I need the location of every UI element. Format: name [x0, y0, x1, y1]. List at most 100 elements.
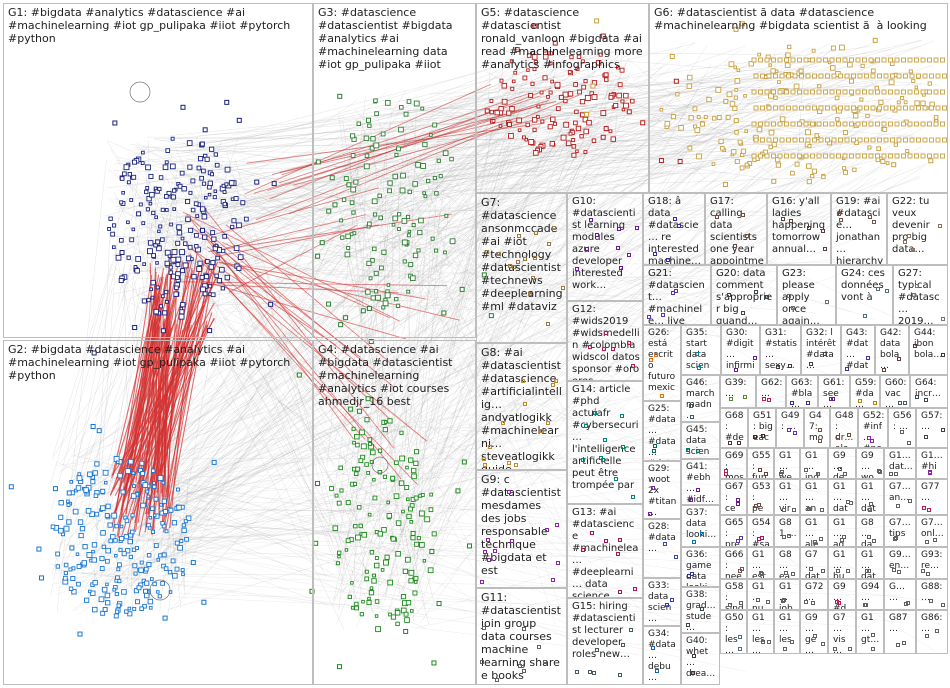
node: [113, 613, 119, 619]
node: [522, 402, 527, 407]
node: [760, 572, 765, 576]
edge: [72, 454, 161, 478]
edge: [351, 486, 392, 560]
node: [422, 191, 426, 195]
group-label: G77 …: [921, 482, 943, 503]
node: [119, 524, 124, 529]
node: [125, 468, 131, 474]
edge: [426, 139, 759, 439]
group-box-g35: G35: start data scien…: [681, 325, 721, 375]
node: [699, 606, 704, 611]
edge: [70, 472, 379, 596]
node: [105, 600, 111, 606]
group-label: G63: #bla…: [791, 378, 816, 408]
node: [153, 513, 157, 518]
node: [82, 544, 88, 550]
node: [153, 308, 159, 315]
node: [536, 645, 541, 650]
node: [69, 480, 74, 484]
edge: [365, 172, 852, 313]
edge: [497, 128, 759, 134]
node: [782, 647, 787, 651]
node: [347, 594, 352, 600]
edge: [375, 107, 581, 122]
edge: [335, 131, 848, 167]
edge: [366, 118, 425, 143]
node: [340, 235, 345, 240]
node: [904, 601, 909, 606]
group-box-g101: G88: …: [916, 579, 948, 610]
edge: [327, 448, 383, 484]
node: [550, 577, 555, 582]
edge: [215, 264, 407, 554]
edge: [210, 250, 393, 422]
group-box-g71: G1… ind…: [800, 448, 828, 479]
node: [164, 260, 170, 267]
node: [114, 523, 119, 529]
node: [550, 382, 555, 387]
node: [685, 447, 690, 452]
edge: [413, 41, 877, 200]
group-box-g68: G68: #de…: [720, 408, 748, 448]
node: [183, 519, 188, 524]
edge: [499, 76, 878, 90]
edge: [338, 251, 425, 569]
node: [231, 218, 237, 224]
node: [877, 468, 882, 473]
node: [315, 159, 321, 165]
node: [218, 266, 225, 273]
edge: [269, 87, 552, 200]
node: [240, 200, 246, 206]
node: [652, 252, 657, 257]
node: [161, 498, 167, 504]
node: [401, 218, 408, 224]
edge: [209, 269, 811, 306]
node: [155, 261, 159, 265]
node: [91, 557, 97, 563]
group-box-g23: G23: please apply once again…: [777, 265, 836, 325]
node: [71, 589, 77, 595]
node: [89, 511, 95, 517]
node: [346, 246, 351, 251]
edge: [593, 85, 698, 119]
node: [179, 170, 185, 176]
edge: [110, 121, 587, 586]
node: [112, 120, 118, 126]
node: [417, 229, 423, 236]
node: [459, 286, 465, 292]
node: [107, 226, 112, 231]
node: [116, 567, 121, 572]
group-box-g75: G1… #hi…: [916, 448, 948, 479]
edge: [338, 207, 393, 542]
node: [370, 258, 375, 263]
edge: [385, 135, 570, 144]
edge: [404, 111, 627, 579]
node: [86, 552, 93, 558]
edge: [156, 320, 164, 486]
group-box-g87: G7… onl…: [916, 515, 948, 547]
edge: [417, 162, 804, 574]
node: [176, 487, 180, 492]
edge: [87, 423, 696, 598]
edge: [396, 124, 601, 527]
node: [818, 536, 823, 541]
node: [380, 131, 386, 137]
node: [781, 217, 786, 222]
node: [374, 556, 379, 560]
edge: [240, 245, 392, 261]
group-box-g44: G44: ibon bola…: [909, 325, 948, 375]
group-label: G87 …: [889, 613, 911, 634]
node: [545, 322, 550, 327]
edge: [148, 182, 377, 619]
node: [429, 133, 433, 137]
node: [76, 564, 82, 569]
node: [132, 159, 137, 165]
node: [488, 313, 494, 319]
edge: [797, 64, 805, 164]
node: [157, 229, 161, 234]
node: [366, 260, 372, 266]
node: [220, 248, 226, 254]
edge: [339, 147, 430, 215]
group-box-g40: G40: whet… drea…: [681, 633, 720, 685]
group-label: G42: data bola…: [880, 328, 905, 371]
